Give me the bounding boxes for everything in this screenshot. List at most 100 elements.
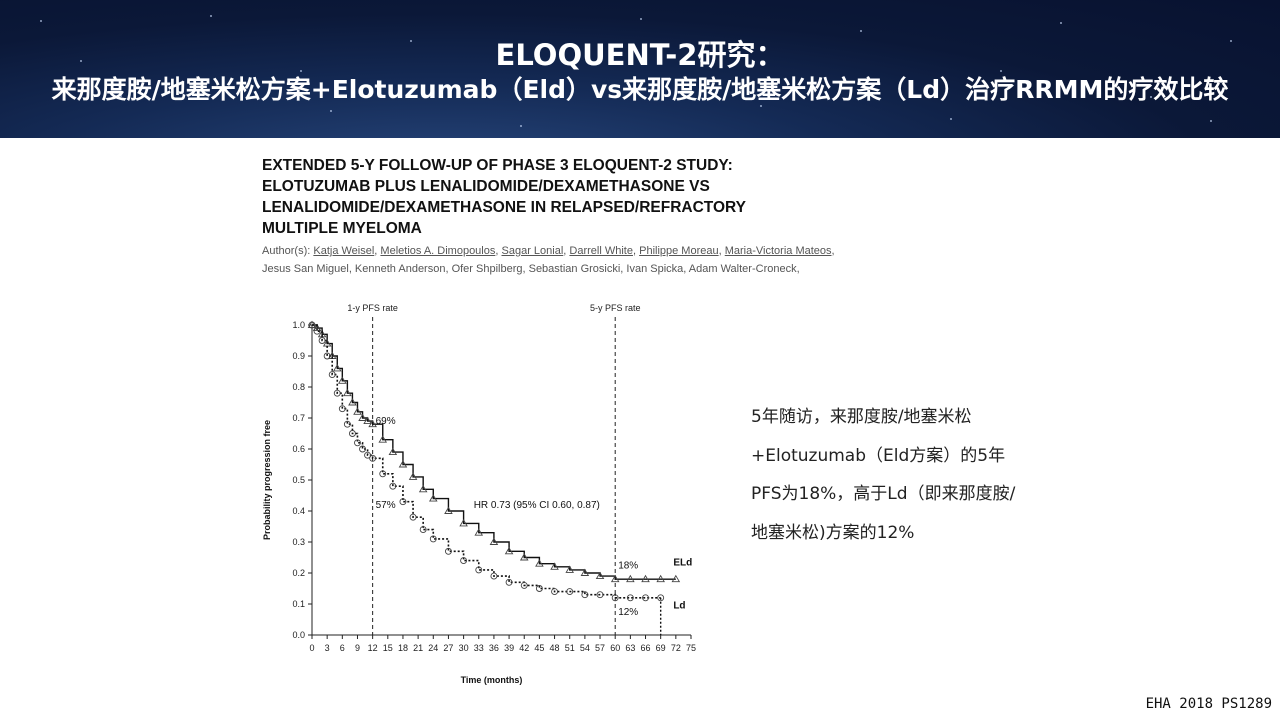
star-dot: [210, 15, 212, 17]
censor-marker-ld: [626, 594, 634, 602]
censor-marker-eld: [565, 565, 575, 573]
x-tick-label: 3: [325, 643, 330, 653]
censor-marker-eld: [656, 574, 665, 583]
censor-marker-ld: [313, 327, 321, 335]
censor-marker-eld: [595, 571, 605, 580]
y-tick-label: 0.7: [292, 413, 305, 423]
censor-marker-eld: [378, 435, 388, 443]
author-link[interactable]: Katja Weisel: [313, 245, 375, 257]
author-link[interactable]: Meletios A. Dimopoulos: [380, 245, 496, 257]
censor-marker-ld: [419, 526, 427, 534]
censor-marker-eld: [388, 447, 398, 456]
censor-marker-ld: [520, 581, 528, 589]
y-tick-label: 0.4: [292, 506, 305, 516]
km-pfs-chart: 0.00.10.20.30.40.50.60.70.80.91.00 3 6 9 12 1…: [262, 303, 696, 685]
x-tick-label: 27: [443, 643, 453, 653]
authors-prefix: Author(s):: [262, 245, 314, 257]
censor-marker-eld: [535, 559, 544, 567]
star-dot: [760, 105, 762, 107]
summary-text: 5年随访，来那度胺/地塞米松 +Elotuzumab（Eld方案）的5年 PFS…: [751, 398, 1081, 552]
censor-marker-ld: [475, 566, 483, 574]
x-tick-label: 66: [641, 643, 651, 653]
y-tick-label: 0.0: [292, 630, 305, 640]
summary-line: 5年随访，来那度胺/地塞米松: [751, 407, 972, 427]
author-link[interactable]: Philippe Moreau: [639, 245, 719, 257]
censor-marker-eld: [338, 376, 347, 384]
censor-marker-ld: [343, 420, 351, 428]
censor-marker-ld: [364, 451, 372, 459]
censor-marker-ld: [460, 557, 468, 565]
star-dot: [520, 125, 522, 127]
censor-marker-eld: [343, 388, 352, 397]
survival-curves: [307, 320, 681, 635]
x-tick-label: 54: [580, 643, 590, 653]
author-link[interactable]: Maria-Victoria Mateos: [724, 245, 832, 257]
censor-marker-eld: [408, 472, 418, 480]
censor-marker-ld: [333, 389, 341, 397]
x-tick-label: 39: [504, 643, 514, 653]
x-tick-label: 21: [413, 643, 423, 653]
censor-marker-ld: [611, 594, 619, 602]
curve-eld: [312, 324, 676, 580]
censor-marker-ld: [505, 578, 513, 586]
censor-marker-ld: [657, 594, 665, 602]
censor-marker-ld: [379, 470, 387, 478]
x-tick-label: 15: [383, 643, 393, 653]
paper-title-line: LENALIDOMIDE/DEXAMETHASONE IN RELAPSED/R…: [262, 199, 746, 216]
eld-5y-label: 18%: [618, 560, 638, 571]
author-link[interactable]: Darrell White: [569, 245, 633, 257]
x-tick-label: 30: [459, 643, 469, 653]
star-dot: [120, 95, 122, 97]
title-banner: ELOQUENT-2研究： 来那度胺/地塞米松方案+Elotuzumab（Eld…: [0, 0, 1280, 138]
censor-marker-eld: [368, 419, 377, 428]
censor-marker-ld: [596, 591, 604, 599]
chart-annotations: 69% 57% HR 0.73 (95% CI 0.60, 0.87) 18% 12% E…: [376, 416, 693, 618]
x-tick-label: 6: [340, 643, 345, 653]
paper-title: EXTENDED 5-Y FOLLOW-UP OF PHASE 3 ELOQUE…: [262, 155, 902, 239]
authors-line-2: Jesus San Miguel, Kenneth Anderson, Ofer…: [262, 263, 800, 275]
y-tick-label: 0.5: [292, 475, 305, 485]
author-link[interactable]: Sagar Lonial: [501, 245, 564, 257]
y-tick-label: 0.9: [292, 351, 305, 361]
x-tick-label: 0: [309, 643, 314, 653]
star-dot: [1150, 96, 1152, 98]
x-tick-label: 72: [671, 643, 681, 653]
censor-marker-eld: [580, 568, 590, 576]
censor-marker-ld: [338, 405, 346, 413]
censor-marker-eld: [519, 553, 529, 561]
y-tick-label: 0.3: [292, 537, 305, 547]
star-dot: [950, 118, 952, 120]
x-tick-label: 18: [398, 643, 408, 653]
censor-marker-ld: [566, 588, 574, 596]
censor-marker-eld: [312, 323, 322, 332]
summary-line: +Elotuzumab（Eld方案）的5年: [751, 445, 1006, 466]
x-tick-label: 63: [625, 643, 635, 653]
legend-eld: ELd: [673, 557, 692, 568]
censor-marker-ld: [328, 371, 336, 379]
source-citation: EHA 2018 PS1289: [1145, 696, 1272, 712]
y-tick-label: 0.8: [292, 382, 305, 392]
ld-1y-label: 57%: [376, 500, 396, 511]
x-tick-label: 36: [489, 643, 499, 653]
star-dot: [1230, 40, 1232, 42]
x-axis-title: Time (months): [461, 675, 523, 685]
y-tick-label: 0.6: [292, 444, 305, 454]
censor-marker-ld: [308, 321, 316, 329]
censor-marker-eld: [332, 364, 342, 372]
x-tick-label: 51: [565, 643, 575, 653]
censor-marker-ld: [323, 352, 331, 360]
censor-marker-ld: [369, 454, 377, 462]
x-tick-label: 69: [656, 643, 666, 653]
eld-1y-label: 69%: [376, 416, 396, 427]
star-dot: [300, 70, 302, 72]
x-tick-label: 9: [355, 643, 360, 653]
paper-authors: Author(s): Katja Weisel, Meletios A. Dim…: [262, 242, 922, 276]
ld-5y-label: 12%: [618, 607, 638, 618]
censor-marker-ld: [318, 337, 326, 344]
censor-marker-ld: [348, 430, 356, 437]
reference-lines: 1-y PFS rate 5-y PFS rate: [347, 303, 640, 635]
star-dot: [1000, 70, 1002, 72]
censor-marker-eld: [353, 407, 362, 415]
slide-title: ELOQUENT-2研究：: [495, 38, 785, 72]
censor-marker-eld: [358, 413, 367, 421]
